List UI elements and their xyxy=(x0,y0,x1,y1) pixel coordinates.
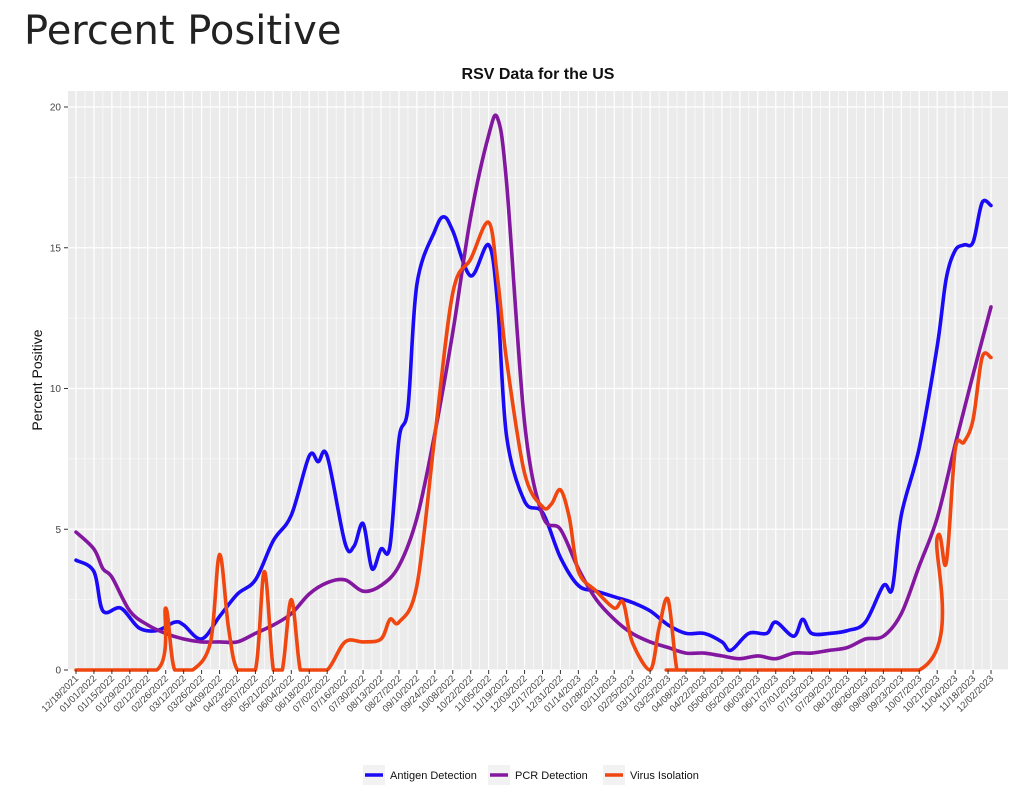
legend-label-pcr-detection: PCR Detection xyxy=(515,770,588,782)
series-line-virus-isolation xyxy=(74,220,993,672)
page-heading: Percent Positive xyxy=(24,8,342,54)
y-axis-label: Percent Positive xyxy=(29,329,45,430)
y-axis: 0 5 10 15 20 xyxy=(50,103,68,677)
series-line-pcr-detection xyxy=(74,113,993,661)
series-line-antigen-detection xyxy=(74,198,993,653)
y-tick-label: 15 xyxy=(50,243,62,254)
plot-panel xyxy=(68,91,1008,670)
x-axis: 12/18/202101/01/202201/15/202201/29/2022… xyxy=(40,670,996,715)
legend: Antigen Detection PCR Detection Virus Isol… xyxy=(363,765,699,785)
chart-title: RSV Data for the US xyxy=(462,66,615,83)
legend-label-antigen-detection: Antigen Detection xyxy=(390,770,477,782)
legend-label-virus-isolation: Virus Isolation xyxy=(630,770,699,782)
series-layer xyxy=(74,113,993,672)
y-tick-label: 10 xyxy=(50,384,62,395)
y-tick-label: 20 xyxy=(50,103,62,114)
y-tick-label: 0 xyxy=(55,666,61,677)
y-tick-label: 5 xyxy=(55,525,61,536)
